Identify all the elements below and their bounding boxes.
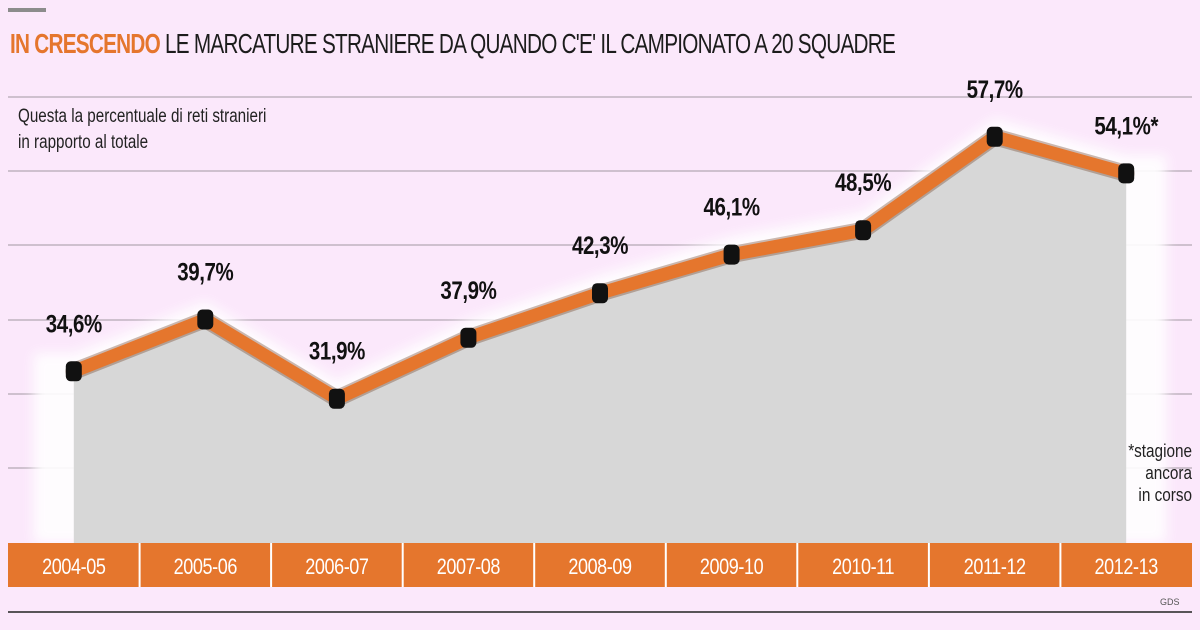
data-marker-2010-11 xyxy=(855,220,872,241)
source-credit: GDS xyxy=(1160,597,1180,607)
footnote-line-2: ancora xyxy=(1145,463,1192,483)
x-tick-label-2008-09: 2008-09 xyxy=(568,555,632,579)
title-rest: LE MARCATURE STRANIERE DA QUANDO C'E' IL… xyxy=(160,28,896,59)
data-marker-2007-08 xyxy=(460,327,477,348)
value-label-2011-12: 57,7% xyxy=(967,75,1023,103)
data-marker-2011-12 xyxy=(986,126,1003,147)
footnote-line-3: in corso xyxy=(1138,485,1192,505)
data-marker-2012-13 xyxy=(1118,163,1135,184)
subtitle: Questa la percentuale di reti stranieri … xyxy=(18,104,274,156)
value-label-2007-08: 37,9% xyxy=(440,276,496,304)
x-tick-label-2005-06: 2005-06 xyxy=(174,555,238,579)
axis-band xyxy=(8,543,1192,587)
value-label-2012-13: 54,1%* xyxy=(1094,111,1158,139)
x-tick-label-2007-08: 2007-08 xyxy=(437,555,501,579)
footnote: *stagione ancora in corso xyxy=(1099,440,1192,506)
x-tick-label-2011-12: 2011-12 xyxy=(964,555,1026,579)
x-tick-label-2006-07: 2006-07 xyxy=(305,555,369,579)
data-marker-2004-05 xyxy=(65,361,82,382)
value-label-2004-05: 34,6% xyxy=(46,309,102,337)
data-markers xyxy=(65,126,1135,409)
value-label-2005-06: 39,7% xyxy=(177,258,233,286)
value-label-2006-07: 31,9% xyxy=(309,337,365,365)
x-tick-label-2004-05: 2004-05 xyxy=(42,555,106,579)
data-marker-2006-07 xyxy=(328,388,345,409)
title-highlight: IN CRESCENDO xyxy=(10,28,161,59)
x-tick-label-2012-13: 2012-13 xyxy=(1095,555,1159,579)
subtitle-line-1: Questa la percentuale di reti stranieri xyxy=(18,106,267,127)
footnote-line-1: *stagione xyxy=(1128,441,1192,461)
value-label-2008-09: 42,3% xyxy=(572,231,628,259)
value-label-2009-10: 46,1% xyxy=(704,193,760,221)
subtitle-line-2: in rapporto al totale xyxy=(18,132,149,153)
x-tick-label-2009-10: 2009-10 xyxy=(700,555,764,579)
data-labels: 34,6% 39,7% 31,9% 37,9% 42,3% 46,1% 48,5% 57,7%… xyxy=(46,75,1159,365)
data-marker-2005-06 xyxy=(197,309,214,330)
x-axis-band: 2004-05 2005-06 2006-07 2007-08 2008-09 2009-… xyxy=(8,543,1192,613)
x-tick-label-2010-11: 2010-11 xyxy=(832,555,894,579)
chart-title: IN CRESCENDO LE MARCATURE STRANIERE DA Q… xyxy=(10,28,896,60)
data-marker-2009-10 xyxy=(723,244,740,265)
top-rule xyxy=(8,8,46,12)
data-marker-2008-09 xyxy=(592,283,608,304)
value-label-2010-11: 48,5% xyxy=(835,168,891,196)
